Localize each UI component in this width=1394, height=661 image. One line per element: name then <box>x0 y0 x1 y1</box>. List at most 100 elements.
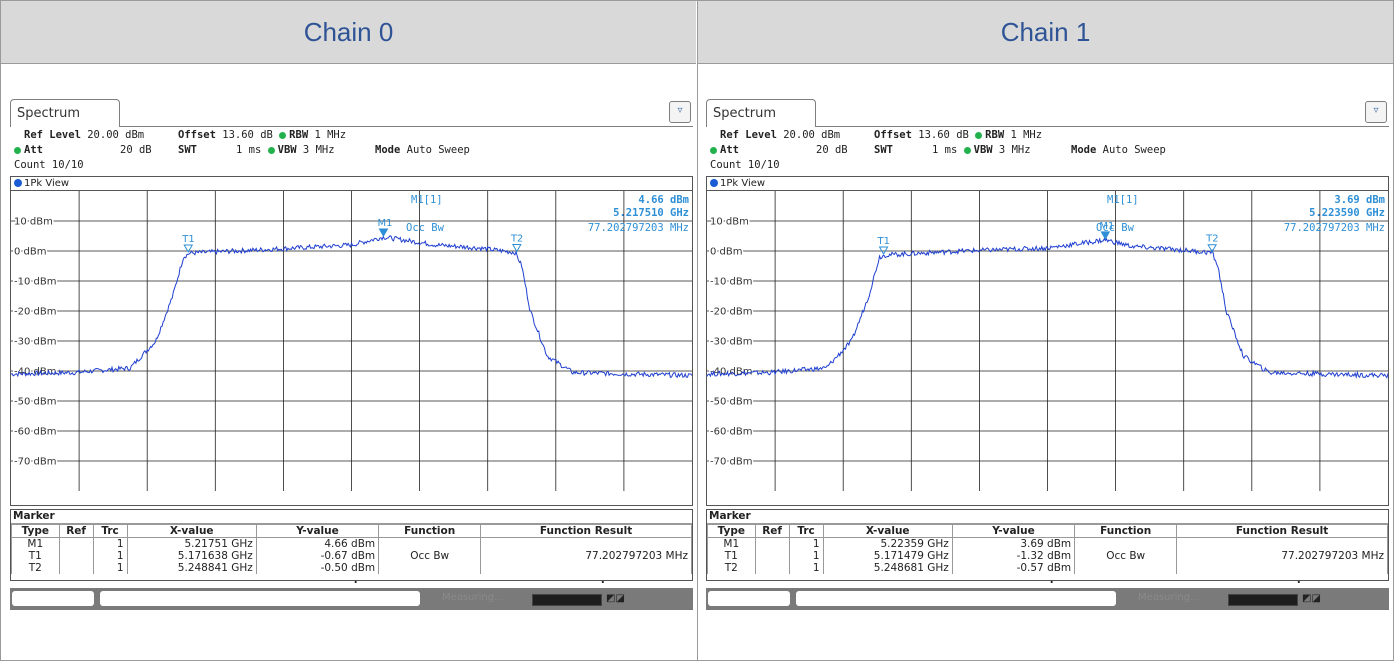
status-field-main[interactable] <box>796 591 1116 606</box>
y-tick-label: -20 dBm <box>710 307 752 318</box>
marker-label: M1 <box>377 218 392 229</box>
table-cell <box>58 537 94 550</box>
window-menu-icon[interactable]: ▿ <box>1365 101 1387 123</box>
table-cell: 77.202797203 MHz <box>480 550 692 562</box>
chain-heading: Chain 0 <box>1 1 696 64</box>
progress-bar <box>1228 594 1298 606</box>
column-header: X-value <box>126 524 257 538</box>
column-header: Ref <box>754 524 790 538</box>
table-cell: Occ Bw <box>378 550 482 562</box>
view-label: 1Pk View <box>11 177 692 191</box>
column-header: Trc <box>788 524 824 538</box>
marker-readout-frequency: 5.217510 GHz <box>613 207 689 219</box>
marker-readout-level: 4.66 dBm <box>638 194 689 206</box>
y-tick-label: -60 dBm <box>710 427 752 438</box>
att-setting: Att <box>14 144 43 156</box>
status-field-main[interactable] <box>100 591 420 606</box>
y-tick-label: -50 dBm <box>710 397 752 408</box>
marker-label: T2 <box>1205 234 1218 245</box>
marker-table-header: Type Ref Trc X-value Y-value Function Function… <box>707 524 1388 538</box>
table-cell <box>480 537 692 550</box>
mode-setting: Mode Auto Sweep <box>375 144 470 156</box>
marker-label: M1 <box>1099 221 1114 232</box>
y-tick-label: -10 dBm <box>710 277 752 288</box>
column-header: Function <box>378 524 482 538</box>
table-cell: 5.21751 GHz <box>126 537 257 550</box>
sweep-count: Count 10/10 <box>14 159 84 171</box>
table-cell <box>1176 562 1388 574</box>
status-bar: Measuring... ◩◪ <box>10 588 693 610</box>
y-tick-label: 10 dBm <box>710 217 749 228</box>
table-cell: -0.50 dBm <box>255 562 380 574</box>
marker-m1 <box>1100 231 1111 240</box>
y-tick-label: 10 dBm <box>14 217 53 228</box>
trace-window: 1Pk View 10 dBm 0 dBm -10 dBm -20 dBm -30 dB… <box>706 176 1389 584</box>
y-tick-label: -30 dBm <box>14 337 56 348</box>
table-cell: Occ Bw <box>1074 550 1178 562</box>
status-field-left[interactable] <box>12 591 94 606</box>
window-menu-icon[interactable]: ▿ <box>669 101 691 123</box>
table-cell: T2 <box>11 562 60 574</box>
table-cell: 1 <box>788 550 824 562</box>
table-row: M1 1 5.21751 GHz 4.66 dBm <box>11 537 692 550</box>
marker-table: Marker Type Ref Trc X-value Y-value Function F… <box>706 509 1389 581</box>
marker-label: T1 <box>877 236 890 247</box>
marker-readout-frequency: 5.223590 GHz <box>1309 207 1385 219</box>
att-setting: Att <box>710 144 739 156</box>
table-cell: 1 <box>92 537 128 550</box>
coupled-indicator-icon <box>975 131 983 139</box>
marker-readout-label: M1[1] <box>1107 194 1139 206</box>
y-tick-label: -70 dBm <box>14 457 56 468</box>
offset-setting: Offset 13.60 dB RBW 1 MHz <box>874 129 1043 141</box>
spectrum-plot[interactable]: 10 dBm 0 dBm -10 dBm -20 dBm -30 dBm -40 dBm -… <box>707 191 1388 491</box>
table-cell <box>378 562 482 574</box>
column-header: Y-value <box>255 524 380 538</box>
view-label: 1Pk View <box>707 177 1388 191</box>
marker-m1 <box>378 228 389 238</box>
spectrum-tab[interactable]: Spectrum <box>706 99 816 127</box>
marker-t2 <box>511 244 522 253</box>
column-header: Function Result <box>480 524 692 538</box>
table-cell: 5.171638 GHz <box>126 550 257 562</box>
status-bar: Measuring... ◩◪ <box>706 588 1389 610</box>
sweep-count: Count 10/10 <box>710 159 780 171</box>
column-header: Type <box>707 524 756 538</box>
table-row: M1 1 5.22359 GHz 3.69 dBm <box>707 537 1388 550</box>
marker-t1 <box>878 246 889 255</box>
spectrum-tab[interactable]: Spectrum <box>10 99 120 127</box>
table-cell: M1 <box>11 537 60 550</box>
table-cell <box>754 537 790 550</box>
table-cell: 77.202797203 MHz <box>1176 550 1388 562</box>
y-tick-label: -20 dBm <box>14 307 56 318</box>
coupled-indicator-icon <box>710 146 717 154</box>
status-field-left[interactable] <box>708 591 790 606</box>
y-tick-label: 0 dBm <box>14 247 47 258</box>
column-header: Function <box>1074 524 1178 538</box>
spectrum-analyzer-screen: Spectrum ▿ Ref Level 20.00 dBm Offset 13… <box>10 99 693 610</box>
table-cell: 1 <box>788 537 824 550</box>
table-cell: T1 <box>11 550 60 562</box>
measuring-status: Measuring... <box>442 592 504 603</box>
spectrum-plot[interactable]: 10 dBm 0 dBm -10 dBm -20 dBm -30 dBm -40 dBm -… <box>11 191 692 491</box>
coupled-indicator-icon <box>14 146 21 154</box>
table-cell: T1 <box>707 550 756 562</box>
table-cell <box>1176 537 1388 550</box>
settings-panel: Ref Level 20.00 dBm Offset 13.60 dB RBW … <box>706 128 1389 174</box>
y-tick-label: -50 dBm <box>14 397 56 408</box>
table-row: T2 1 5.248841 GHz -0.50 dBm <box>11 562 692 574</box>
trace-indicator-icon <box>14 179 22 187</box>
column-header: Type <box>11 524 60 538</box>
table-cell <box>1074 562 1178 574</box>
y-tick-label: -60 dBm <box>14 427 56 438</box>
ref-level-setting: Ref Level 20.00 dBm <box>24 129 145 141</box>
table-cell <box>378 537 482 550</box>
table-cell: 5.171479 GHz <box>822 550 953 562</box>
column-header: Function Result <box>1176 524 1388 538</box>
swt-setting: SWT <box>178 144 197 156</box>
occ-bw-value: 77.202797203 MHz <box>1284 222 1385 234</box>
table-cell: 5.22359 GHz <box>822 537 953 550</box>
occ-bw-value: 77.202797203 MHz <box>588 222 689 234</box>
y-tick-label: -70 dBm <box>710 457 752 468</box>
table-cell: -1.32 dBm <box>951 550 1076 562</box>
